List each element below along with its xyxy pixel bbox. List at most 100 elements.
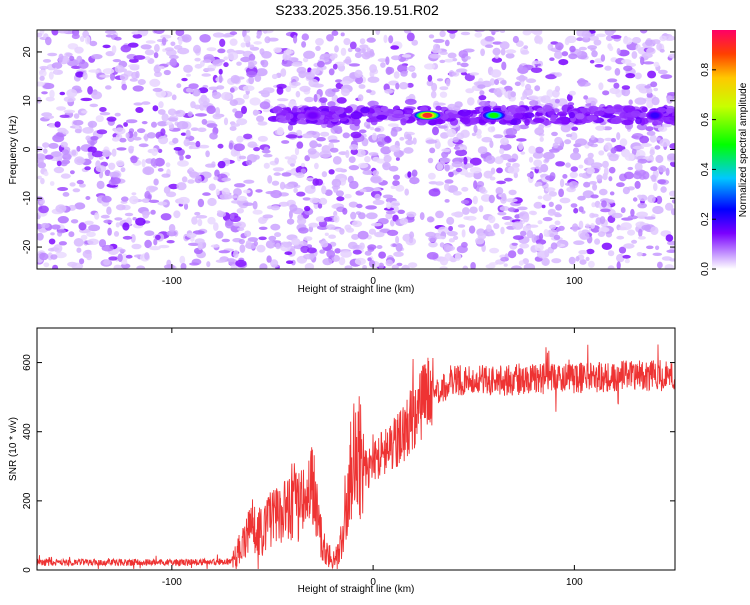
spectrogram-cell [256, 31, 262, 37]
spectrogram-cell [401, 264, 410, 269]
spectrogram-cell [548, 148, 560, 153]
spectrogram-cell [496, 167, 503, 174]
spectrogram-cell [332, 63, 338, 70]
spectrogram-cell [74, 156, 85, 166]
spectrogram-cell [646, 87, 653, 94]
spectrogram-cell [428, 119, 437, 126]
spectrogram-cell [435, 105, 442, 111]
spectrogram-cell [439, 91, 448, 98]
spectrogram-cell [348, 165, 360, 171]
spectrogram-cell [651, 39, 661, 44]
spectrogram-cell [602, 90, 610, 96]
spectrogram-cell [233, 183, 246, 188]
spectrogram-cell [160, 128, 166, 136]
spectrogram-cell [153, 178, 159, 186]
spectrogram-cell [154, 44, 160, 53]
spectrogram-cell [245, 240, 252, 249]
spectrogram-cell [74, 128, 82, 134]
spectrogram-cell [471, 109, 482, 114]
spectrogram-cell [377, 141, 383, 146]
spectrogram-cell [176, 121, 189, 130]
spectrogram-cell [515, 106, 526, 114]
spectrogram-cell [195, 215, 208, 219]
spectrogram-cell [616, 253, 625, 263]
spectrogram-cell [249, 44, 255, 49]
spectrogram-cell [388, 35, 394, 44]
spectrogram-cell [489, 30, 501, 33]
spectrogram-cell [278, 201, 289, 207]
spectrogram-cell [328, 139, 340, 143]
spectrogram-cell [161, 173, 171, 178]
spectrogram-cell [141, 101, 151, 105]
spectrogram-cell [522, 225, 532, 232]
spectrogram-cell [657, 126, 668, 132]
spectrogram-cell [390, 185, 396, 190]
spectrogram-cell [478, 205, 484, 213]
spectrogram-cell [322, 258, 333, 266]
spectrogram-cell [88, 69, 100, 73]
spectrogram-cell [303, 50, 316, 59]
spectrogram-cell [145, 40, 156, 44]
spectrogram-cell [653, 182, 658, 192]
spectrogram-cell [181, 176, 188, 183]
spectrogram-cell [120, 44, 132, 53]
spectrogram-cell [640, 143, 652, 147]
spectrogram-cell [586, 248, 595, 255]
spectrogram-cell [448, 225, 453, 232]
spectrogram-cell [58, 241, 67, 246]
spectrogram-cell [176, 182, 187, 191]
spectrogram-cell [301, 41, 307, 48]
spectrogram-cell [217, 143, 224, 149]
spectrogram-cell [195, 140, 201, 148]
spectrogram-cell [362, 170, 373, 175]
spectrogram-cell [668, 53, 675, 59]
spectrogram-cell [554, 98, 560, 104]
spectrogram-cell [622, 37, 633, 45]
spectrogram-cell [354, 119, 361, 125]
spectrogram-cell [303, 253, 315, 260]
spectrogram-cell [631, 239, 638, 244]
spectrogram-cell [43, 115, 55, 119]
spectrogram-cell [573, 147, 579, 154]
spectrogram-cell [524, 118, 530, 126]
spectrogram-cell [604, 137, 613, 142]
spectrogram-cell [57, 187, 69, 191]
spectrogram-cell [62, 192, 70, 197]
spectrogram-cell [465, 88, 475, 94]
spectrogram-cell [490, 69, 502, 78]
spectrogram-cell [276, 86, 284, 95]
spectrogram-cell [296, 217, 307, 225]
snr-y-axis-label: SNR (10 * v/v) [8, 417, 19, 481]
spectrogram-cell [505, 198, 518, 203]
spectrogram-cell [296, 141, 304, 149]
spectrogram-cell [74, 46, 84, 54]
spectrogram-cell [387, 229, 399, 236]
spectrogram-cell [583, 157, 595, 166]
spectrogram-cell [578, 220, 584, 229]
spectrogram-cell [270, 223, 281, 231]
spectrogram-cell [258, 216, 267, 224]
spectrogram-cell [340, 32, 345, 37]
spectrogram-cell [120, 167, 126, 173]
spectrogram-cell [101, 151, 112, 157]
spectrogram-cell [175, 30, 185, 37]
spectrogram-cell [132, 217, 137, 221]
spectrogram-cell [368, 228, 376, 235]
spectrogram-cell [433, 43, 440, 52]
spectrogram-cell [111, 148, 117, 157]
spectrogram-cell [309, 140, 318, 149]
spectrogram-cell [257, 135, 268, 142]
spectrogram-cell [187, 111, 193, 117]
spectrogram-cell [257, 121, 268, 126]
spectrogram-cell [446, 30, 458, 34]
snr-y-tick-label: 400 [22, 423, 33, 440]
spectrogram-cell [514, 214, 521, 219]
spectrogram-cell [91, 54, 103, 60]
spectrogram-cell [406, 32, 415, 42]
spectrogram-cell [546, 89, 554, 98]
spectrogram-cell [441, 151, 449, 158]
spectrogram-cell [590, 194, 599, 199]
spectrogram-cell [479, 90, 485, 96]
spectrogram-cell [660, 186, 667, 193]
spectrogram-cell [571, 126, 578, 131]
